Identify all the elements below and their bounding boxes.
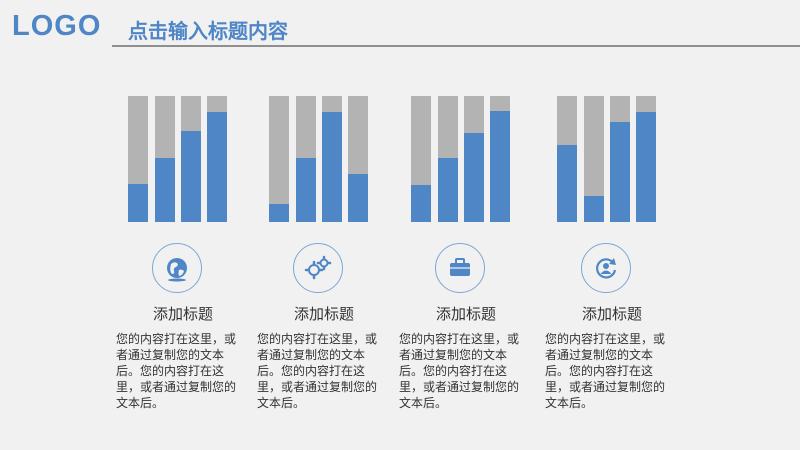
bar-fill [348,174,368,222]
bar-fill [322,112,342,222]
bar-fill [411,185,431,222]
column-heading[interactable]: 添加标题 [293,305,354,323]
bar-group [411,96,521,222]
column-2: 添加标题 您的内容打在这里，或者通过复制您的文本后。您的内容打在这里，或者通过复… [257,96,379,436]
bar [438,96,458,222]
column-text[interactable]: 您的内容打在这里，或者通过复制您的文本后。您的内容打在这里，或者通过复制您的文本… [399,332,520,410]
bar [584,96,604,222]
bar-group [269,96,379,222]
header: LOGO 点击输入标题内容 [0,0,800,48]
column-text[interactable]: 您的内容打在这里，或者通过复制您的文本后。您的内容打在这里，或者通过复制您的文本… [116,332,237,410]
bar [322,96,342,222]
bar-fill [610,122,630,222]
column-heading[interactable]: 添加标题 [152,305,213,323]
bar-fill [296,157,316,222]
bar [207,96,227,222]
column-1: 添加标题 您的内容打在这里，或者通过复制您的文本后。您的内容打在这里，或者通过复… [116,96,238,436]
bar [128,96,148,222]
bar [464,96,484,222]
bar-fill [636,112,656,222]
page-title[interactable]: 点击输入标题内容 [128,19,288,43]
bar-fill [207,112,227,222]
bar-fill [128,184,148,222]
gears-icon [293,243,343,293]
bar [490,96,510,222]
bar [181,96,201,222]
column-3: 添加标题 您的内容打在这里，或者通过复制您的文本后。您的内容打在这里，或者通过复… [399,96,521,436]
bar [269,96,289,222]
bar-fill [181,131,201,222]
bar-fill [269,204,289,222]
column-4: 添加标题 您的内容打在这里，或者通过复制您的文本后。您的内容打在这里，或者通过复… [545,96,667,436]
bar [411,96,431,222]
column-text[interactable]: 您的内容打在这里，或者通过复制您的文本后。您的内容打在这里，或者通过复制您的文本… [545,332,666,410]
briefcase-icon [435,243,485,293]
refresh-user-icon [581,243,631,293]
bar [155,96,175,222]
bar-fill [155,157,175,222]
bar-group [128,96,238,222]
column-heading[interactable]: 添加标题 [435,305,496,323]
bar [557,96,577,222]
globe-icon [152,243,202,293]
column-heading[interactable]: 添加标题 [581,305,642,323]
bar-fill [490,111,510,222]
bar-group [557,96,667,222]
bar-fill [557,145,577,222]
bar-fill [438,157,458,222]
bar [636,96,656,222]
column-text[interactable]: 您的内容打在这里，或者通过复制您的文本后。您的内容打在这里，或者通过复制您的文本… [257,332,378,410]
logo: LOGO [12,10,102,42]
bar [296,96,316,222]
header-divider [112,45,800,47]
bar-fill [584,195,604,222]
bar [610,96,630,222]
bar-fill [464,132,484,222]
bar [348,96,368,222]
